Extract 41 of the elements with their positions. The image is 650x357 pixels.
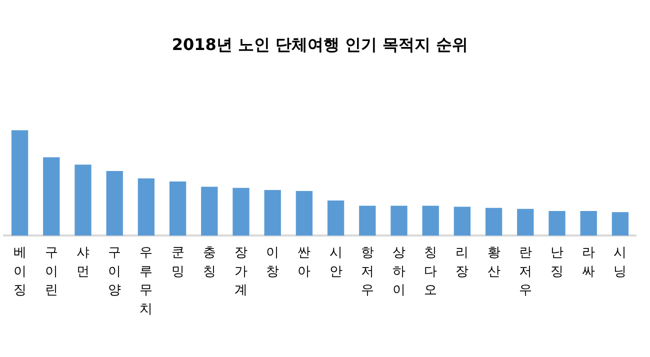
x-tick-label: 시닝 bbox=[614, 245, 627, 280]
x-tick-label: 충칭 bbox=[202, 245, 216, 280]
bar bbox=[580, 211, 597, 236]
bar bbox=[296, 191, 313, 236]
x-tick-label: 구이양 bbox=[108, 245, 122, 298]
x-tick-label: 란저우 bbox=[518, 245, 532, 298]
bar bbox=[612, 212, 629, 236]
x-tick-label: 베이징 bbox=[13, 245, 26, 298]
x-tick-label: 샤먼 bbox=[76, 245, 90, 280]
x-tick-label: 황산 bbox=[487, 245, 500, 280]
x-tick-label: 라싸 bbox=[582, 245, 596, 280]
bar bbox=[264, 190, 281, 236]
x-tick-label: 리장 bbox=[456, 245, 469, 280]
bar bbox=[43, 157, 60, 236]
x-tick-label: 구이린 bbox=[44, 245, 58, 298]
bar bbox=[485, 208, 502, 236]
x-tick-label: 우루무치 bbox=[140, 245, 153, 317]
bar bbox=[517, 208, 534, 236]
bar bbox=[232, 188, 250, 236]
x-tick-label: 쿤밍 bbox=[171, 245, 184, 280]
bar bbox=[327, 200, 344, 236]
bar bbox=[359, 206, 376, 236]
bar bbox=[548, 211, 566, 236]
bar bbox=[106, 170, 123, 236]
x-tick-label: 난징 bbox=[550, 245, 564, 280]
bar bbox=[454, 206, 471, 236]
chart-title: 2018년 노인 단체여행 인기 목적지 순위 bbox=[172, 34, 468, 54]
x-tick-label: 상하이 bbox=[392, 245, 406, 298]
x-tick-label: 항저우 bbox=[360, 245, 374, 298]
bar bbox=[201, 186, 218, 236]
x-tick-label: 칭다오 bbox=[424, 245, 438, 298]
bar bbox=[138, 178, 155, 236]
x-tick-label: 싼아 bbox=[298, 245, 311, 280]
bar bbox=[390, 206, 408, 236]
x-tick-label: 이창 bbox=[266, 245, 280, 280]
x-tick-label: 시안 bbox=[329, 245, 342, 280]
bar bbox=[169, 182, 186, 236]
bar bbox=[11, 130, 28, 236]
x-tick-label: 장가계 bbox=[234, 245, 248, 298]
bar bbox=[422, 206, 439, 236]
bar bbox=[74, 164, 92, 236]
